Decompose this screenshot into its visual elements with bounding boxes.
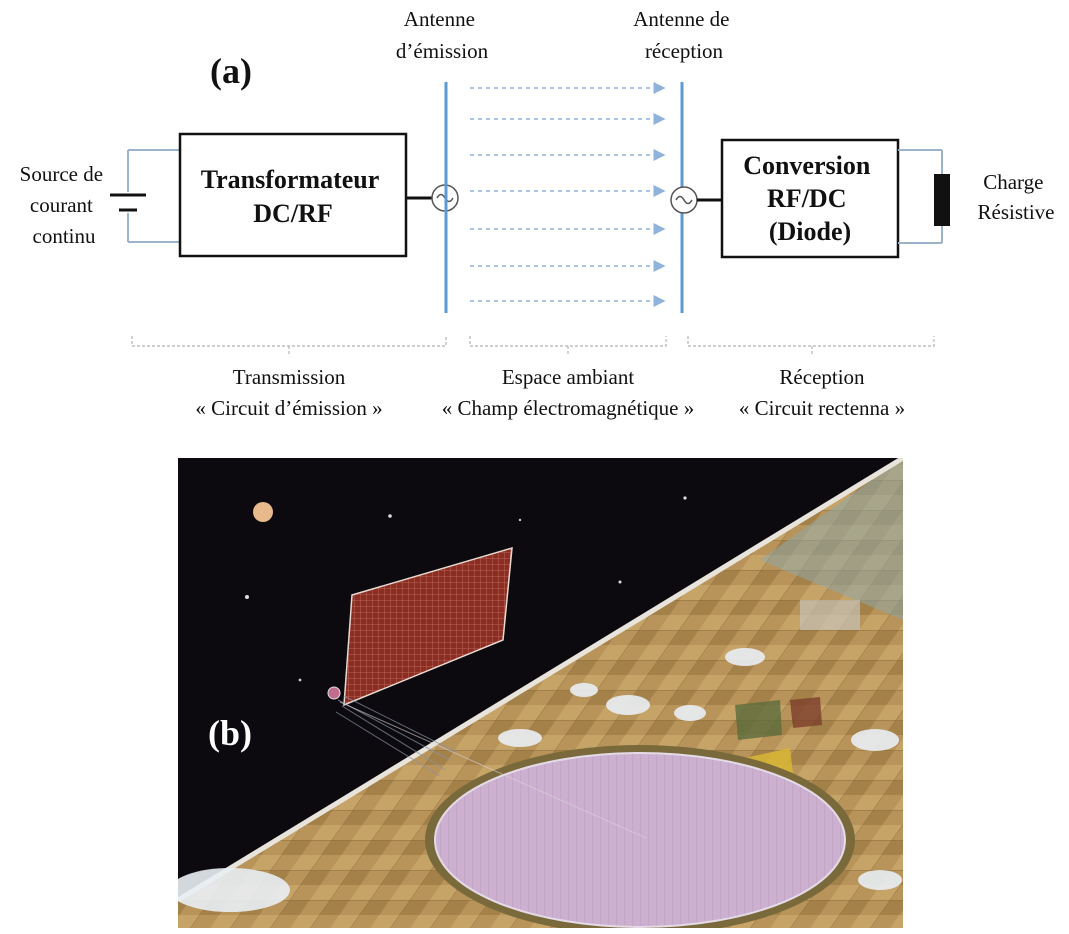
transformer-box xyxy=(178,132,408,258)
source-label: Source de courant continu xyxy=(20,162,109,248)
conversion-box xyxy=(720,138,900,259)
panel-b-label: (b) xyxy=(208,713,252,753)
section-ambient-space: Espace ambiant « Champ électromagnétique… xyxy=(442,365,695,420)
section-title: Réception xyxy=(779,365,865,389)
load-label: Charge Résistive xyxy=(978,170,1055,224)
resistive-load xyxy=(898,149,950,244)
section-subtitle: « Circuit d’émission » xyxy=(195,396,382,420)
section-title: Transmission xyxy=(233,365,346,389)
tx-antenna-label: Antenne d’émission xyxy=(396,7,489,63)
transformer-box-label: Transformateur DC/RF xyxy=(201,165,386,228)
field-arrows xyxy=(470,82,666,307)
panel-a-label: (a) xyxy=(210,51,252,91)
rx-antenna-label: Antenne de réception xyxy=(633,7,734,63)
section-subtitle: « Circuit rectenna » xyxy=(739,396,905,420)
space-solar-power-illustration xyxy=(178,458,903,928)
section-transmission: Transmission « Circuit d’émission » xyxy=(195,365,382,420)
section-subtitle: « Champ électromagnétique » xyxy=(442,396,695,420)
section-reception: Réception « Circuit rectenna » xyxy=(739,365,905,420)
dc-source xyxy=(110,149,180,243)
conversion-box-label: Conversion RF/DC (Diode) xyxy=(743,151,877,246)
section-title: Espace ambiant xyxy=(502,365,635,389)
rx-ac-source-icon xyxy=(670,186,698,214)
planet xyxy=(253,502,273,522)
section-braces xyxy=(131,336,935,356)
